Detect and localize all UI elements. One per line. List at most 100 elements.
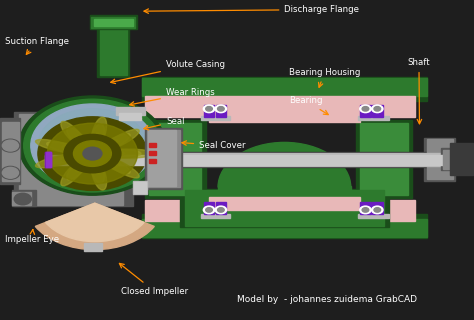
Bar (443, 150, 469, 169)
Circle shape (2, 167, 18, 178)
Ellipse shape (61, 159, 86, 186)
Text: Seal: Seal (144, 117, 184, 130)
Ellipse shape (95, 134, 130, 154)
Bar (427, 139, 453, 179)
Bar (45, 152, 453, 167)
Bar (218, 186, 351, 195)
Bar (148, 130, 176, 186)
Bar (45, 155, 453, 165)
Text: Closed Impeller: Closed Impeller (119, 263, 188, 296)
Bar (12, 190, 36, 206)
Ellipse shape (89, 124, 105, 154)
Bar (142, 219, 427, 237)
Circle shape (360, 105, 371, 113)
Circle shape (83, 147, 102, 160)
Circle shape (14, 193, 31, 205)
Wedge shape (35, 203, 155, 250)
Text: Bearing Housing: Bearing Housing (289, 68, 361, 87)
Bar (2, 122, 19, 181)
Ellipse shape (75, 136, 100, 162)
Text: Shaft: Shaft (408, 58, 430, 124)
Circle shape (64, 134, 121, 173)
Circle shape (1, 166, 20, 179)
Ellipse shape (95, 153, 130, 173)
Text: Suction Flange: Suction Flange (5, 37, 69, 54)
Ellipse shape (62, 149, 105, 162)
Circle shape (203, 206, 215, 214)
Text: Volute Casing: Volute Casing (111, 60, 225, 84)
Bar (145, 96, 415, 117)
Circle shape (362, 107, 369, 111)
Bar (201, 116, 230, 120)
Bar (12, 192, 31, 205)
Bar (441, 148, 473, 170)
Bar (133, 181, 147, 194)
Text: Seal Cover: Seal Cover (182, 141, 246, 150)
Ellipse shape (91, 117, 107, 147)
Circle shape (215, 206, 227, 214)
Bar (180, 189, 389, 227)
Ellipse shape (67, 153, 92, 180)
Bar (201, 214, 230, 218)
Bar (116, 111, 145, 115)
Ellipse shape (82, 147, 118, 167)
Ellipse shape (46, 142, 89, 155)
Bar (145, 128, 182, 189)
Text: Discharge Flange: Discharge Flange (144, 5, 359, 14)
Circle shape (372, 206, 383, 214)
Circle shape (19, 96, 166, 195)
Circle shape (215, 105, 227, 113)
Circle shape (360, 206, 371, 214)
Bar (358, 116, 389, 120)
Ellipse shape (104, 157, 139, 178)
Ellipse shape (67, 127, 92, 154)
Bar (45, 152, 51, 167)
Text: Model by  - johannes zuidema GrabCAD: Model by - johannes zuidema GrabCAD (237, 295, 417, 304)
Ellipse shape (62, 145, 105, 158)
Bar (94, 19, 133, 26)
Bar (216, 105, 226, 117)
Bar (100, 21, 127, 75)
Ellipse shape (46, 152, 89, 165)
Bar (204, 202, 214, 214)
Bar (204, 105, 214, 117)
Bar (216, 202, 226, 214)
Bar (19, 114, 123, 205)
Text: Impeller Eye: Impeller Eye (5, 229, 59, 244)
Bar (90, 15, 137, 29)
Circle shape (218, 107, 224, 111)
Circle shape (73, 141, 111, 166)
Ellipse shape (36, 154, 78, 168)
Bar (372, 202, 383, 214)
Bar (119, 117, 141, 120)
Circle shape (31, 104, 154, 187)
Text: Bearing: Bearing (289, 96, 328, 115)
Bar (356, 120, 412, 198)
Bar (450, 143, 473, 175)
Wedge shape (46, 203, 144, 242)
Bar (119, 113, 141, 116)
Bar (149, 143, 156, 147)
Bar (424, 138, 455, 181)
Ellipse shape (89, 153, 105, 183)
Bar (358, 214, 389, 218)
Ellipse shape (75, 145, 100, 172)
Ellipse shape (86, 144, 102, 174)
Bar (209, 197, 360, 210)
Ellipse shape (36, 140, 78, 153)
Circle shape (203, 105, 215, 113)
Bar (142, 214, 427, 238)
Wedge shape (218, 142, 351, 187)
Bar (142, 78, 427, 96)
Circle shape (206, 107, 212, 111)
Bar (149, 151, 156, 155)
Ellipse shape (91, 160, 107, 190)
Bar (116, 107, 145, 110)
Bar (134, 182, 146, 193)
Bar (0, 118, 20, 184)
Bar (14, 112, 133, 206)
Circle shape (38, 117, 147, 190)
Circle shape (374, 208, 381, 212)
Bar (45, 152, 51, 167)
Bar (97, 21, 129, 77)
